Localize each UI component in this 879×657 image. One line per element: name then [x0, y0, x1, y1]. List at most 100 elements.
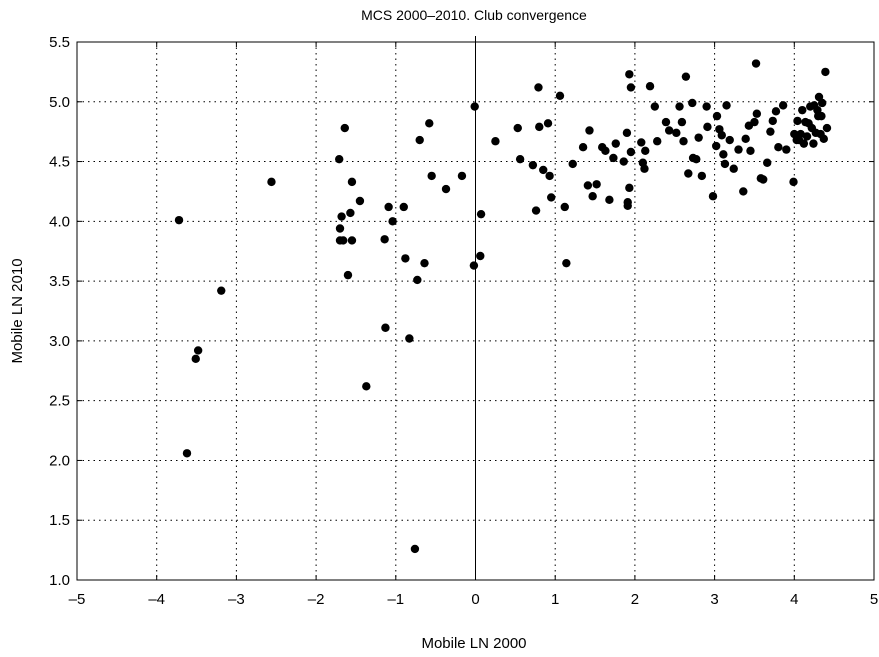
data-point	[555, 91, 565, 101]
data-point	[734, 145, 743, 154]
x-tick-label: –1	[387, 591, 404, 608]
data-point	[817, 111, 826, 121]
data-point	[410, 544, 420, 554]
data-point	[528, 160, 538, 170]
y-tick-label: 3.0	[49, 333, 70, 350]
data-point	[751, 59, 761, 68]
data-point	[568, 159, 577, 169]
data-point	[729, 164, 738, 173]
x-tick-label: 3	[710, 591, 718, 608]
data-point	[535, 122, 544, 132]
data-point	[346, 208, 355, 218]
x-tick-label: 1	[551, 591, 559, 608]
data-point	[388, 217, 397, 226]
data-point	[384, 202, 393, 212]
data-point	[802, 132, 812, 141]
y-tick-label: 4.5	[49, 154, 70, 171]
data-point	[645, 82, 655, 91]
data-point	[672, 128, 681, 138]
x-tick-label: –2	[308, 591, 325, 608]
data-point	[702, 102, 711, 111]
data-point	[720, 159, 730, 169]
data-point	[637, 138, 646, 147]
data-point	[641, 146, 650, 155]
data-point	[763, 158, 772, 167]
x-tick-label: 0	[471, 591, 479, 608]
data-point	[677, 117, 687, 127]
data-point	[688, 98, 697, 108]
data-point	[413, 275, 422, 285]
data-point	[711, 141, 721, 151]
data-point	[592, 180, 601, 189]
data-point	[547, 193, 556, 202]
x-tick-label: –4	[148, 591, 165, 608]
x-axis-label: Mobile LN 2000	[421, 635, 526, 652]
data-point	[622, 128, 632, 138]
data-point	[174, 215, 184, 225]
data-point	[712, 111, 722, 121]
y-tick-label: 2.5	[49, 393, 70, 410]
data-point	[347, 236, 357, 245]
data-point	[619, 157, 628, 166]
data-point	[583, 181, 593, 190]
data-point	[427, 171, 436, 181]
data-point	[741, 134, 750, 144]
data-point	[193, 346, 203, 355]
data-point	[534, 83, 543, 92]
data-point	[340, 123, 349, 133]
data-point	[819, 134, 828, 144]
data-point	[539, 165, 548, 175]
data-point	[796, 129, 805, 139]
data-point	[664, 126, 674, 135]
data-point	[750, 117, 759, 127]
x-tick-label: –3	[228, 591, 245, 608]
data-point	[789, 177, 798, 187]
x-tick-labels: –5 –4 –3 –2 –1 0 1 2 3 4 5	[69, 591, 879, 608]
data-point	[626, 83, 636, 92]
data-point	[684, 169, 693, 178]
data-point	[601, 146, 610, 155]
y-tick-label: 1.5	[49, 512, 70, 529]
x-tick-label: 4	[790, 591, 798, 608]
data-point	[640, 164, 649, 173]
data-point	[739, 187, 748, 196]
data-point	[798, 105, 807, 115]
data-point	[401, 254, 410, 263]
data-point	[778, 101, 788, 110]
data-point	[809, 139, 818, 148]
data-point	[722, 101, 731, 110]
data-point	[759, 175, 768, 184]
data-point	[441, 184, 451, 194]
data-point	[560, 202, 569, 212]
data-point	[380, 235, 389, 244]
data-point	[817, 98, 827, 108]
y-tick-label: 1.0	[49, 572, 70, 589]
data-point	[766, 127, 775, 136]
data-point	[405, 334, 414, 343]
data-point	[335, 224, 345, 233]
data-point	[679, 137, 688, 146]
data-point	[543, 119, 553, 128]
y-tick-label: 4.0	[49, 213, 70, 230]
data-point	[513, 123, 522, 133]
data-point	[725, 135, 734, 145]
y-tick-label: 3.5	[49, 273, 70, 290]
data-point	[782, 145, 791, 154]
y-tick-label: 5.0	[49, 94, 70, 111]
data-point	[545, 171, 554, 181]
data-point	[771, 107, 781, 116]
data-point	[337, 212, 346, 221]
data-point	[347, 177, 357, 187]
data-point	[768, 116, 777, 126]
x-tick-label: 5	[870, 591, 878, 608]
data-point	[585, 126, 594, 135]
data-point	[746, 146, 755, 155]
data-points	[174, 59, 832, 554]
data-point	[491, 137, 500, 146]
data-point	[774, 143, 783, 152]
data-point	[476, 209, 486, 219]
data-point	[692, 154, 701, 164]
data-point	[182, 449, 192, 458]
data-point	[821, 67, 830, 77]
data-point	[623, 201, 632, 210]
